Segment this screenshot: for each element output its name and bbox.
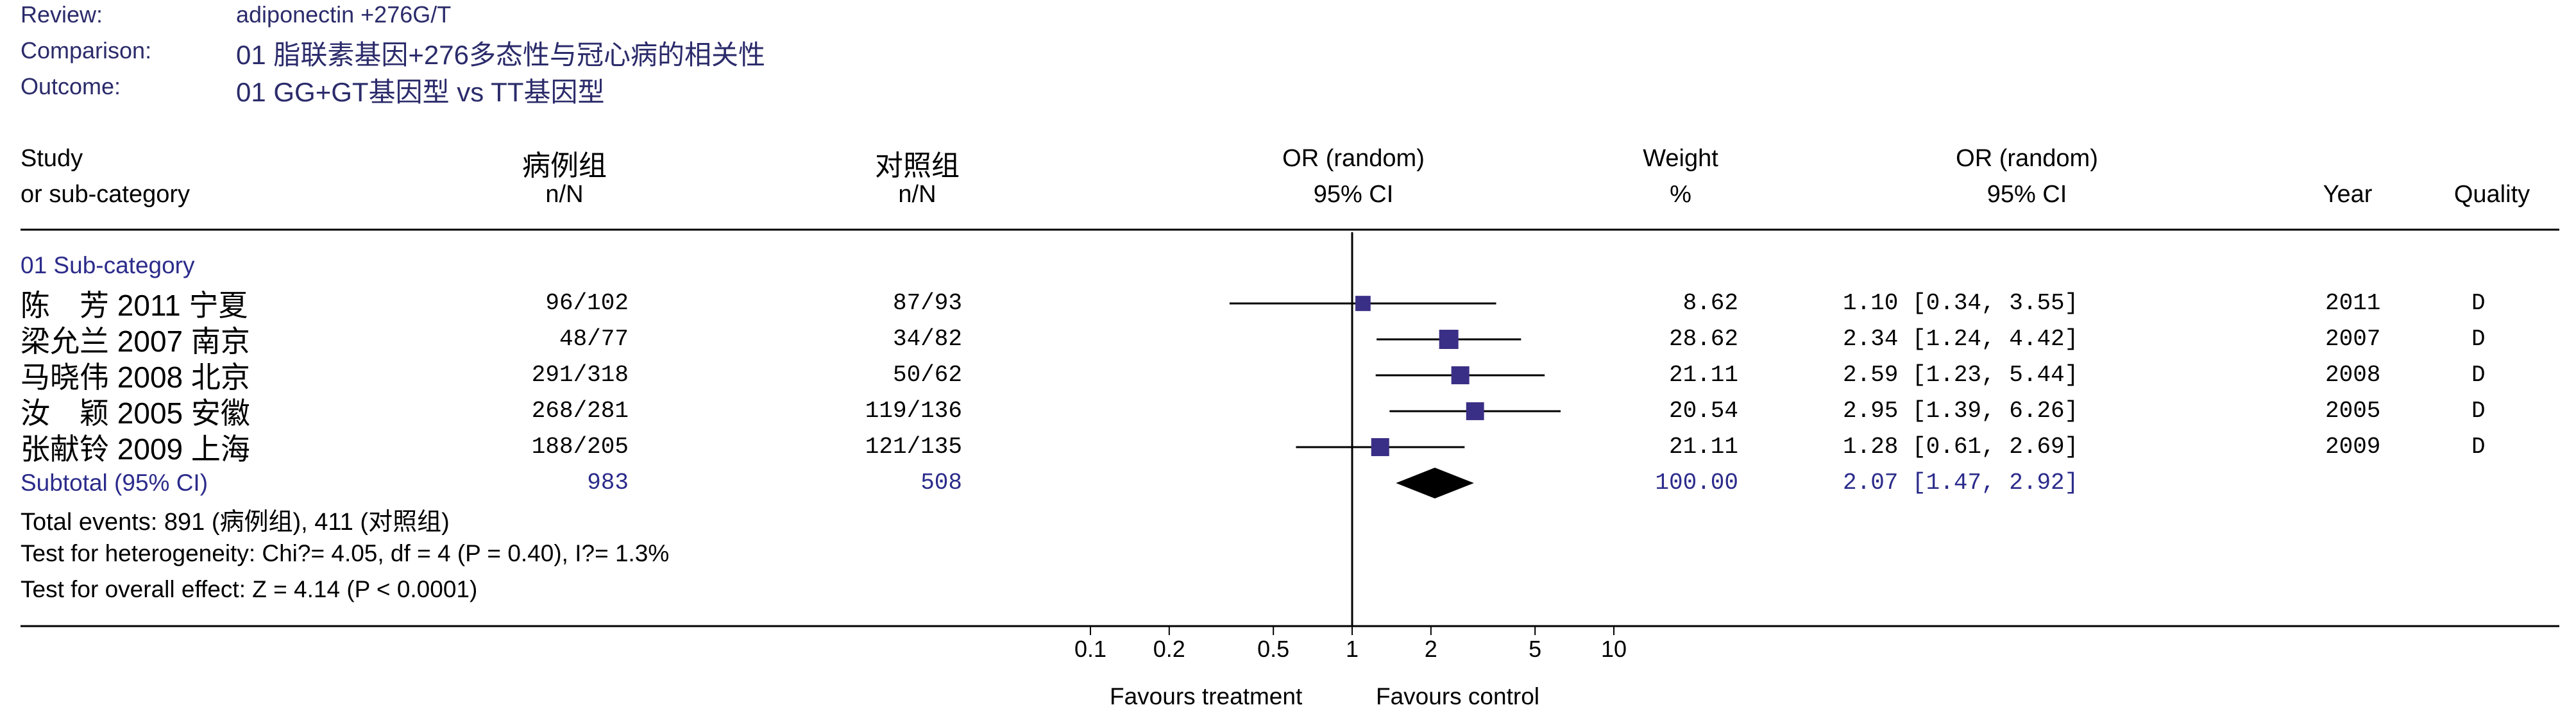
favours-treatment-label: Favours treatment xyxy=(1110,683,1303,710)
study-point-box xyxy=(1451,366,1470,385)
study-ci-text: 1.28 [0.61, 2.69] xyxy=(1843,434,2079,460)
outcome-value: 01 GG+GT基因型 vs TT基因型 xyxy=(236,77,605,107)
study-ci-text: 2.59 [1.23, 5.44] xyxy=(1843,362,2079,388)
col-orci-ci: 95% CI xyxy=(1987,181,2067,208)
axis-tick-label: 2 xyxy=(1425,636,1437,662)
study-weight: 8.62 xyxy=(1682,290,1738,316)
study-year: 2011 xyxy=(2325,290,2381,316)
study-point-box xyxy=(1439,330,1459,349)
col-study: Study xyxy=(21,145,83,172)
study-control: 119/136 xyxy=(865,398,962,424)
review-value: adiponectin +276G/T xyxy=(236,1,452,28)
axis-tick-label: 1 xyxy=(1346,636,1359,662)
heterogeneity-test: Test for heterogeneity: Chi?= 4.05, df =… xyxy=(21,540,670,566)
study-name: 马晓伟 2008 北京 xyxy=(21,361,250,394)
study-year: 2007 xyxy=(2325,326,2381,352)
favours-control-label: Favours control xyxy=(1376,683,1539,710)
study-weight: 21.11 xyxy=(1668,434,1738,460)
axis-tick-label: 0.2 xyxy=(1153,636,1185,662)
subtotal-control: 508 xyxy=(920,470,962,496)
study-case: 268/281 xyxy=(531,398,629,424)
axis-tick-label: 0.1 xyxy=(1074,636,1106,662)
col-or-ci: 95% CI xyxy=(1313,181,1394,208)
col-quality: Quality xyxy=(2453,181,2530,208)
comparison-value: 01 脂联素基因+276多态性与冠心病的相关性 xyxy=(236,40,765,70)
col-or: OR (random) xyxy=(1282,145,1425,172)
study-point-box xyxy=(1466,402,1484,420)
study-ci-text: 2.95 [1.39, 6.26] xyxy=(1843,398,2079,424)
study-name: 陈 芳 2011 宁夏 xyxy=(21,289,248,322)
study-control: 121/135 xyxy=(865,434,962,460)
total-events: Total events: 891 (病例组), 411 (对照组) xyxy=(21,509,450,536)
study-weight: 20.54 xyxy=(1668,398,1738,424)
study-ci-text: 2.34 [1.24, 4.42] xyxy=(1843,326,2079,352)
study-name: 张献铃 2009 上海 xyxy=(21,432,250,466)
outcome-label: Outcome: xyxy=(21,73,121,99)
subtotal-label: Subtotal (95% CI) xyxy=(21,470,208,496)
overall-effect-test: Test for overall effect: Z = 4.14 (P < 0… xyxy=(21,576,478,602)
axis-tick-label: 10 xyxy=(1601,636,1627,662)
study-weight: 21.11 xyxy=(1668,362,1738,388)
axis-tick-label: 0.5 xyxy=(1257,636,1289,662)
study-quality: D xyxy=(2471,326,2486,352)
study-year: 2009 xyxy=(2325,434,2381,460)
pooled-diamond xyxy=(1396,468,1474,498)
study-year: 2005 xyxy=(2325,398,2381,424)
axis-tick-label: 5 xyxy=(1529,636,1541,662)
study-control: 34/82 xyxy=(892,326,962,352)
col-study-sub: or sub-category xyxy=(21,181,191,208)
col-year: Year xyxy=(2323,181,2373,208)
study-weight: 28.62 xyxy=(1668,326,1738,352)
study-point-box xyxy=(1371,438,1389,457)
col-control-nn: n/N xyxy=(898,181,936,208)
subcategory-label: 01 Sub-category xyxy=(21,252,195,278)
col-case: 病例组 xyxy=(522,150,607,182)
study-name: 梁允兰 2007 南京 xyxy=(21,325,250,358)
study-quality: D xyxy=(2471,398,2486,424)
subtotal-case: 983 xyxy=(587,470,629,496)
col-weight-pct: % xyxy=(1670,181,1691,208)
study-name: 汝 颖 2005 安徽 xyxy=(21,396,250,430)
study-quality: D xyxy=(2471,434,2486,460)
study-year: 2008 xyxy=(2325,362,2381,388)
study-control: 50/62 xyxy=(892,362,962,388)
study-quality: D xyxy=(2471,290,2486,316)
study-case: 96/102 xyxy=(545,290,629,316)
study-point-box xyxy=(1355,296,1371,311)
col-orci: OR (random) xyxy=(1956,145,2098,172)
col-control: 对照组 xyxy=(875,150,960,182)
study-quality: D xyxy=(2471,362,2486,388)
study-case: 291/318 xyxy=(531,362,629,388)
comparison-label: Comparison: xyxy=(21,37,152,64)
study-case: 188/205 xyxy=(531,434,629,460)
col-case-nn: n/N xyxy=(545,181,584,208)
review-label: Review: xyxy=(21,1,103,28)
subtotal-ci-text: 2.07 [1.47, 2.92] xyxy=(1843,470,2079,496)
study-ci-text: 1.10 [0.34, 3.55] xyxy=(1843,290,2079,316)
study-control: 87/93 xyxy=(892,290,962,316)
study-case: 48/77 xyxy=(559,326,629,352)
col-weight: Weight xyxy=(1643,145,1718,172)
subtotal-weight: 100.00 xyxy=(1655,470,1738,496)
